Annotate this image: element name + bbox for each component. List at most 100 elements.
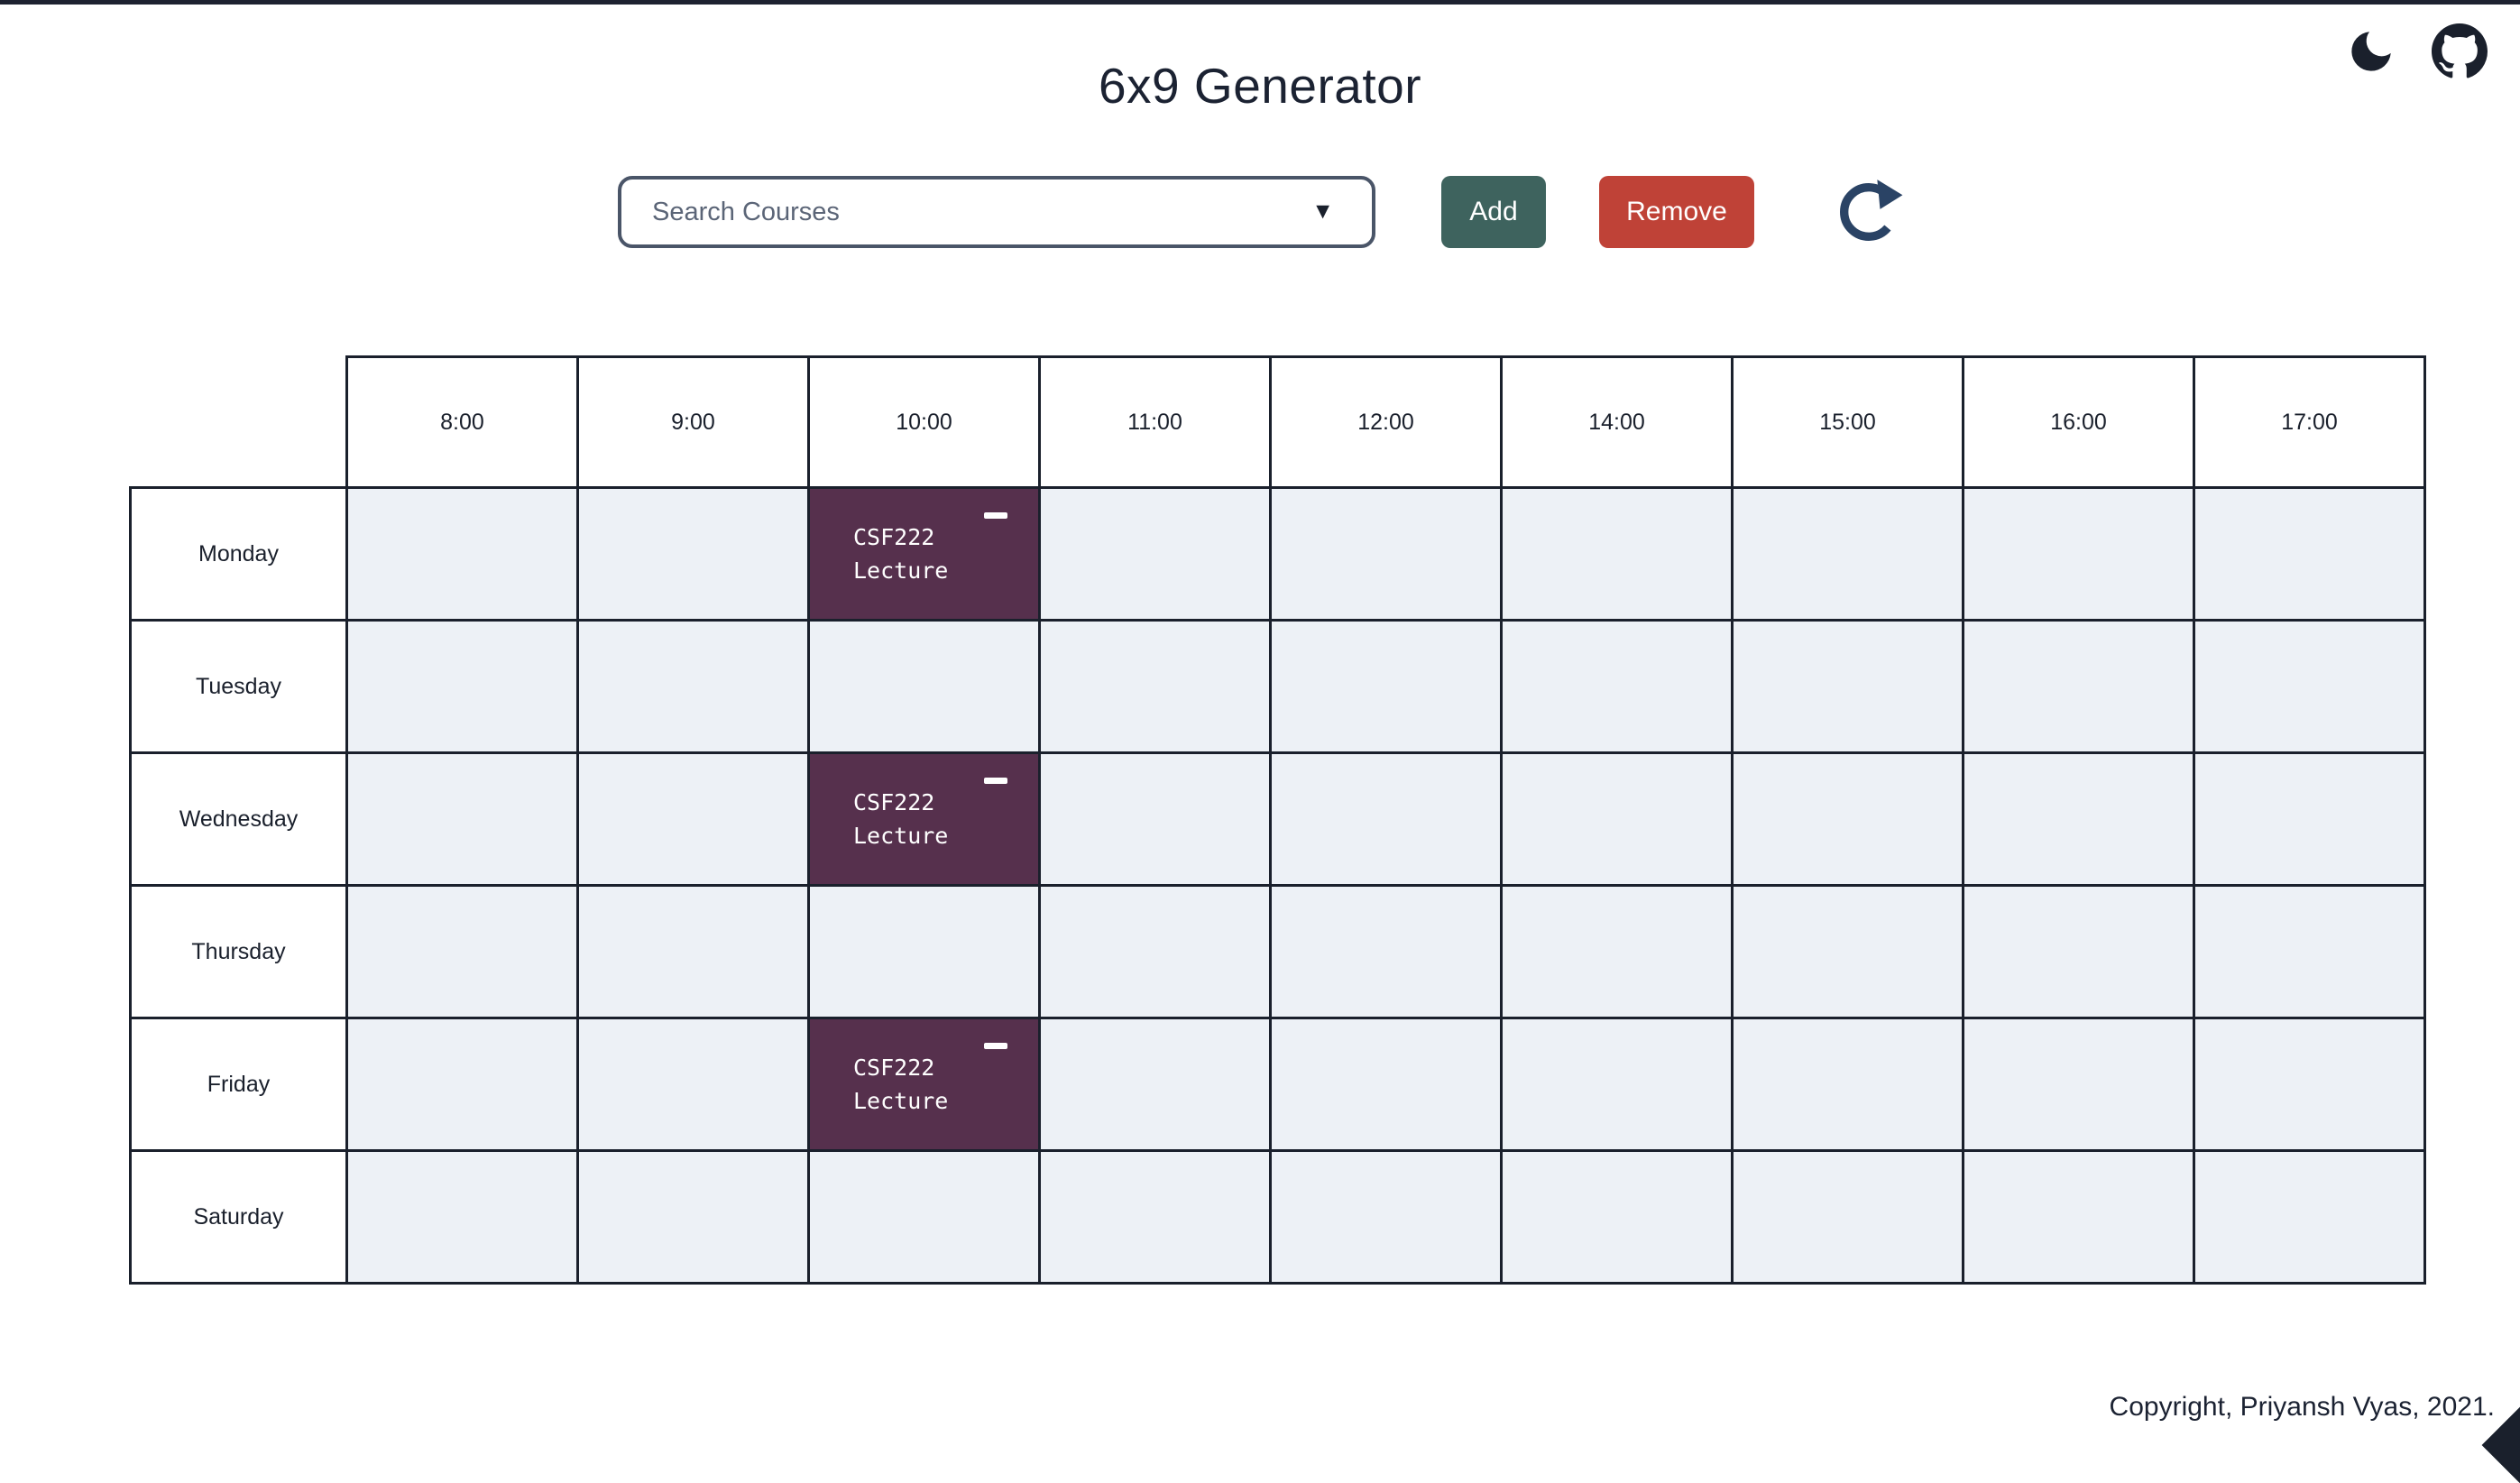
timetable-cell: [1500, 884, 1734, 1019]
time-header: 16:00: [1962, 355, 2195, 489]
search-placeholder: Search Courses: [652, 197, 840, 226]
page-title: 6x9 Generator: [1098, 57, 1422, 114]
timetable-cell: [2193, 1017, 2426, 1152]
day-row-tuesday: Tuesday: [129, 619, 2426, 754]
timetable-cell: [1731, 1017, 1964, 1152]
timetable-cell: [1962, 884, 2195, 1019]
time-header: 11:00: [1038, 355, 1272, 489]
header-icons: [2345, 23, 2488, 79]
course-block-monday[interactable]: CSF222 Lecture: [807, 486, 1041, 622]
timetable-cell: [1269, 486, 1503, 622]
course-block: CSF222 Lecture: [810, 756, 1038, 883]
day-header: Tuesday: [129, 619, 348, 754]
timetable-cell: [1962, 619, 2195, 754]
timetable-cell: [1731, 751, 1964, 887]
timetable-cell: [2193, 1149, 2426, 1285]
remove-course-icon[interactable]: [984, 777, 1007, 784]
timetable-cell: [1500, 486, 1734, 622]
timetable: 8:00 9:00 10:00 11:00 12:00 14:00 15:00 …: [129, 355, 2426, 1285]
timetable-cell: [1731, 1149, 1964, 1285]
time-header: 14:00: [1500, 355, 1734, 489]
course-block-wednesday[interactable]: CSF222 Lecture: [807, 751, 1041, 887]
timetable-cell: [345, 1017, 579, 1152]
course-type: Lecture: [853, 557, 949, 584]
chevron-down-icon: ▼: [1311, 198, 1334, 224]
timetable-cell: [1500, 751, 1734, 887]
timetable-cell: [807, 1149, 1041, 1285]
course-search-select[interactable]: Search Courses ▼: [618, 176, 1375, 248]
copyright-text: Copyright, Priyansh Vyas, 2021.: [2109, 1392, 2495, 1422]
time-header: 8:00: [345, 355, 579, 489]
github-icon: [2432, 23, 2488, 82]
time-header: 17:00: [2193, 355, 2426, 489]
day-header: Wednesday: [129, 751, 348, 887]
timetable-cell: [1269, 619, 1503, 754]
timetable-cell: [1269, 884, 1503, 1019]
timetable-cell: [1731, 486, 1964, 622]
add-button[interactable]: Add: [1441, 176, 1546, 248]
timetable-cell: [1962, 751, 2195, 887]
day-header: Friday: [129, 1017, 348, 1152]
time-header: 12:00: [1269, 355, 1503, 489]
course-type: Lecture: [853, 823, 949, 849]
timetable-cell: [2193, 884, 2426, 1019]
time-header: 9:00: [576, 355, 810, 489]
course-type: Lecture: [853, 1088, 949, 1114]
timetable-cell: [2193, 619, 2426, 754]
timetable-cell: [1731, 884, 1964, 1019]
course-code: CSF222: [853, 524, 935, 550]
timetable-cell: [1269, 1149, 1503, 1285]
course-block: CSF222 Lecture: [810, 1021, 1038, 1148]
timetable-cell: [1038, 619, 1272, 754]
timetable-cell: [2193, 486, 2426, 622]
timetable-cell: [1500, 619, 1734, 754]
day-header: Thursday: [129, 884, 348, 1019]
timetable-cell: [345, 1149, 579, 1285]
timetable-cell: [1269, 751, 1503, 887]
timetable-cell: [2193, 751, 2426, 887]
time-header-row: 8:00 9:00 10:00 11:00 12:00 14:00 15:00 …: [131, 355, 2426, 489]
timetable-cell: [576, 486, 810, 622]
timetable-cell: [345, 884, 579, 1019]
remove-course-icon[interactable]: [984, 511, 1007, 519]
course-block: CSF222 Lecture: [810, 491, 1038, 618]
day-row-saturday: Saturday: [129, 1149, 2426, 1285]
remove-course-icon[interactable]: [984, 1042, 1007, 1049]
timetable-cell: [807, 884, 1041, 1019]
day-header: Monday: [129, 486, 348, 622]
toolbar: Search Courses ▼ Add Remove: [618, 176, 1904, 248]
timetable-cell: [1500, 1017, 1734, 1152]
timetable-cell: [1038, 1017, 1272, 1152]
timetable-cell: [1038, 486, 1272, 622]
day-header: Saturday: [129, 1149, 348, 1285]
theme-toggle-button[interactable]: [2345, 25, 2397, 78]
timetable-cell: [345, 619, 579, 754]
window-top-border: [0, 0, 2520, 5]
timetable-cell: [345, 751, 579, 887]
moon-icon: [2345, 32, 2397, 80]
timetable-cell: [807, 619, 1041, 754]
course-code: CSF222: [853, 1055, 935, 1081]
timetable-cell: [576, 1149, 810, 1285]
day-row-monday: Monday CSF222 Lecture: [129, 486, 2426, 622]
timetable-cell: [1038, 1149, 1272, 1285]
time-header: 10:00: [807, 355, 1041, 489]
timetable-cell: [1962, 486, 2195, 622]
github-link[interactable]: [2432, 23, 2488, 79]
timetable-cell: [576, 884, 810, 1019]
refresh-icon: [1834, 180, 1904, 250]
remove-button[interactable]: Remove: [1599, 176, 1754, 248]
day-row-wednesday: Wednesday CSF222 Lecture: [129, 751, 2426, 887]
timetable-cell: [576, 751, 810, 887]
timetable-cell: [1962, 1017, 2195, 1152]
corner-cell: [131, 357, 347, 488]
timetable-cell: [576, 1017, 810, 1152]
timetable-cell: [576, 619, 810, 754]
course-code: CSF222: [853, 789, 935, 815]
refresh-button[interactable]: [1834, 177, 1904, 247]
timetable-cell: [1038, 751, 1272, 887]
course-block-friday[interactable]: CSF222 Lecture: [807, 1017, 1041, 1152]
timetable-cell: [345, 486, 579, 622]
day-row-friday: Friday CSF222 Lecture: [129, 1017, 2426, 1152]
timetable-cell: [1269, 1017, 1503, 1152]
